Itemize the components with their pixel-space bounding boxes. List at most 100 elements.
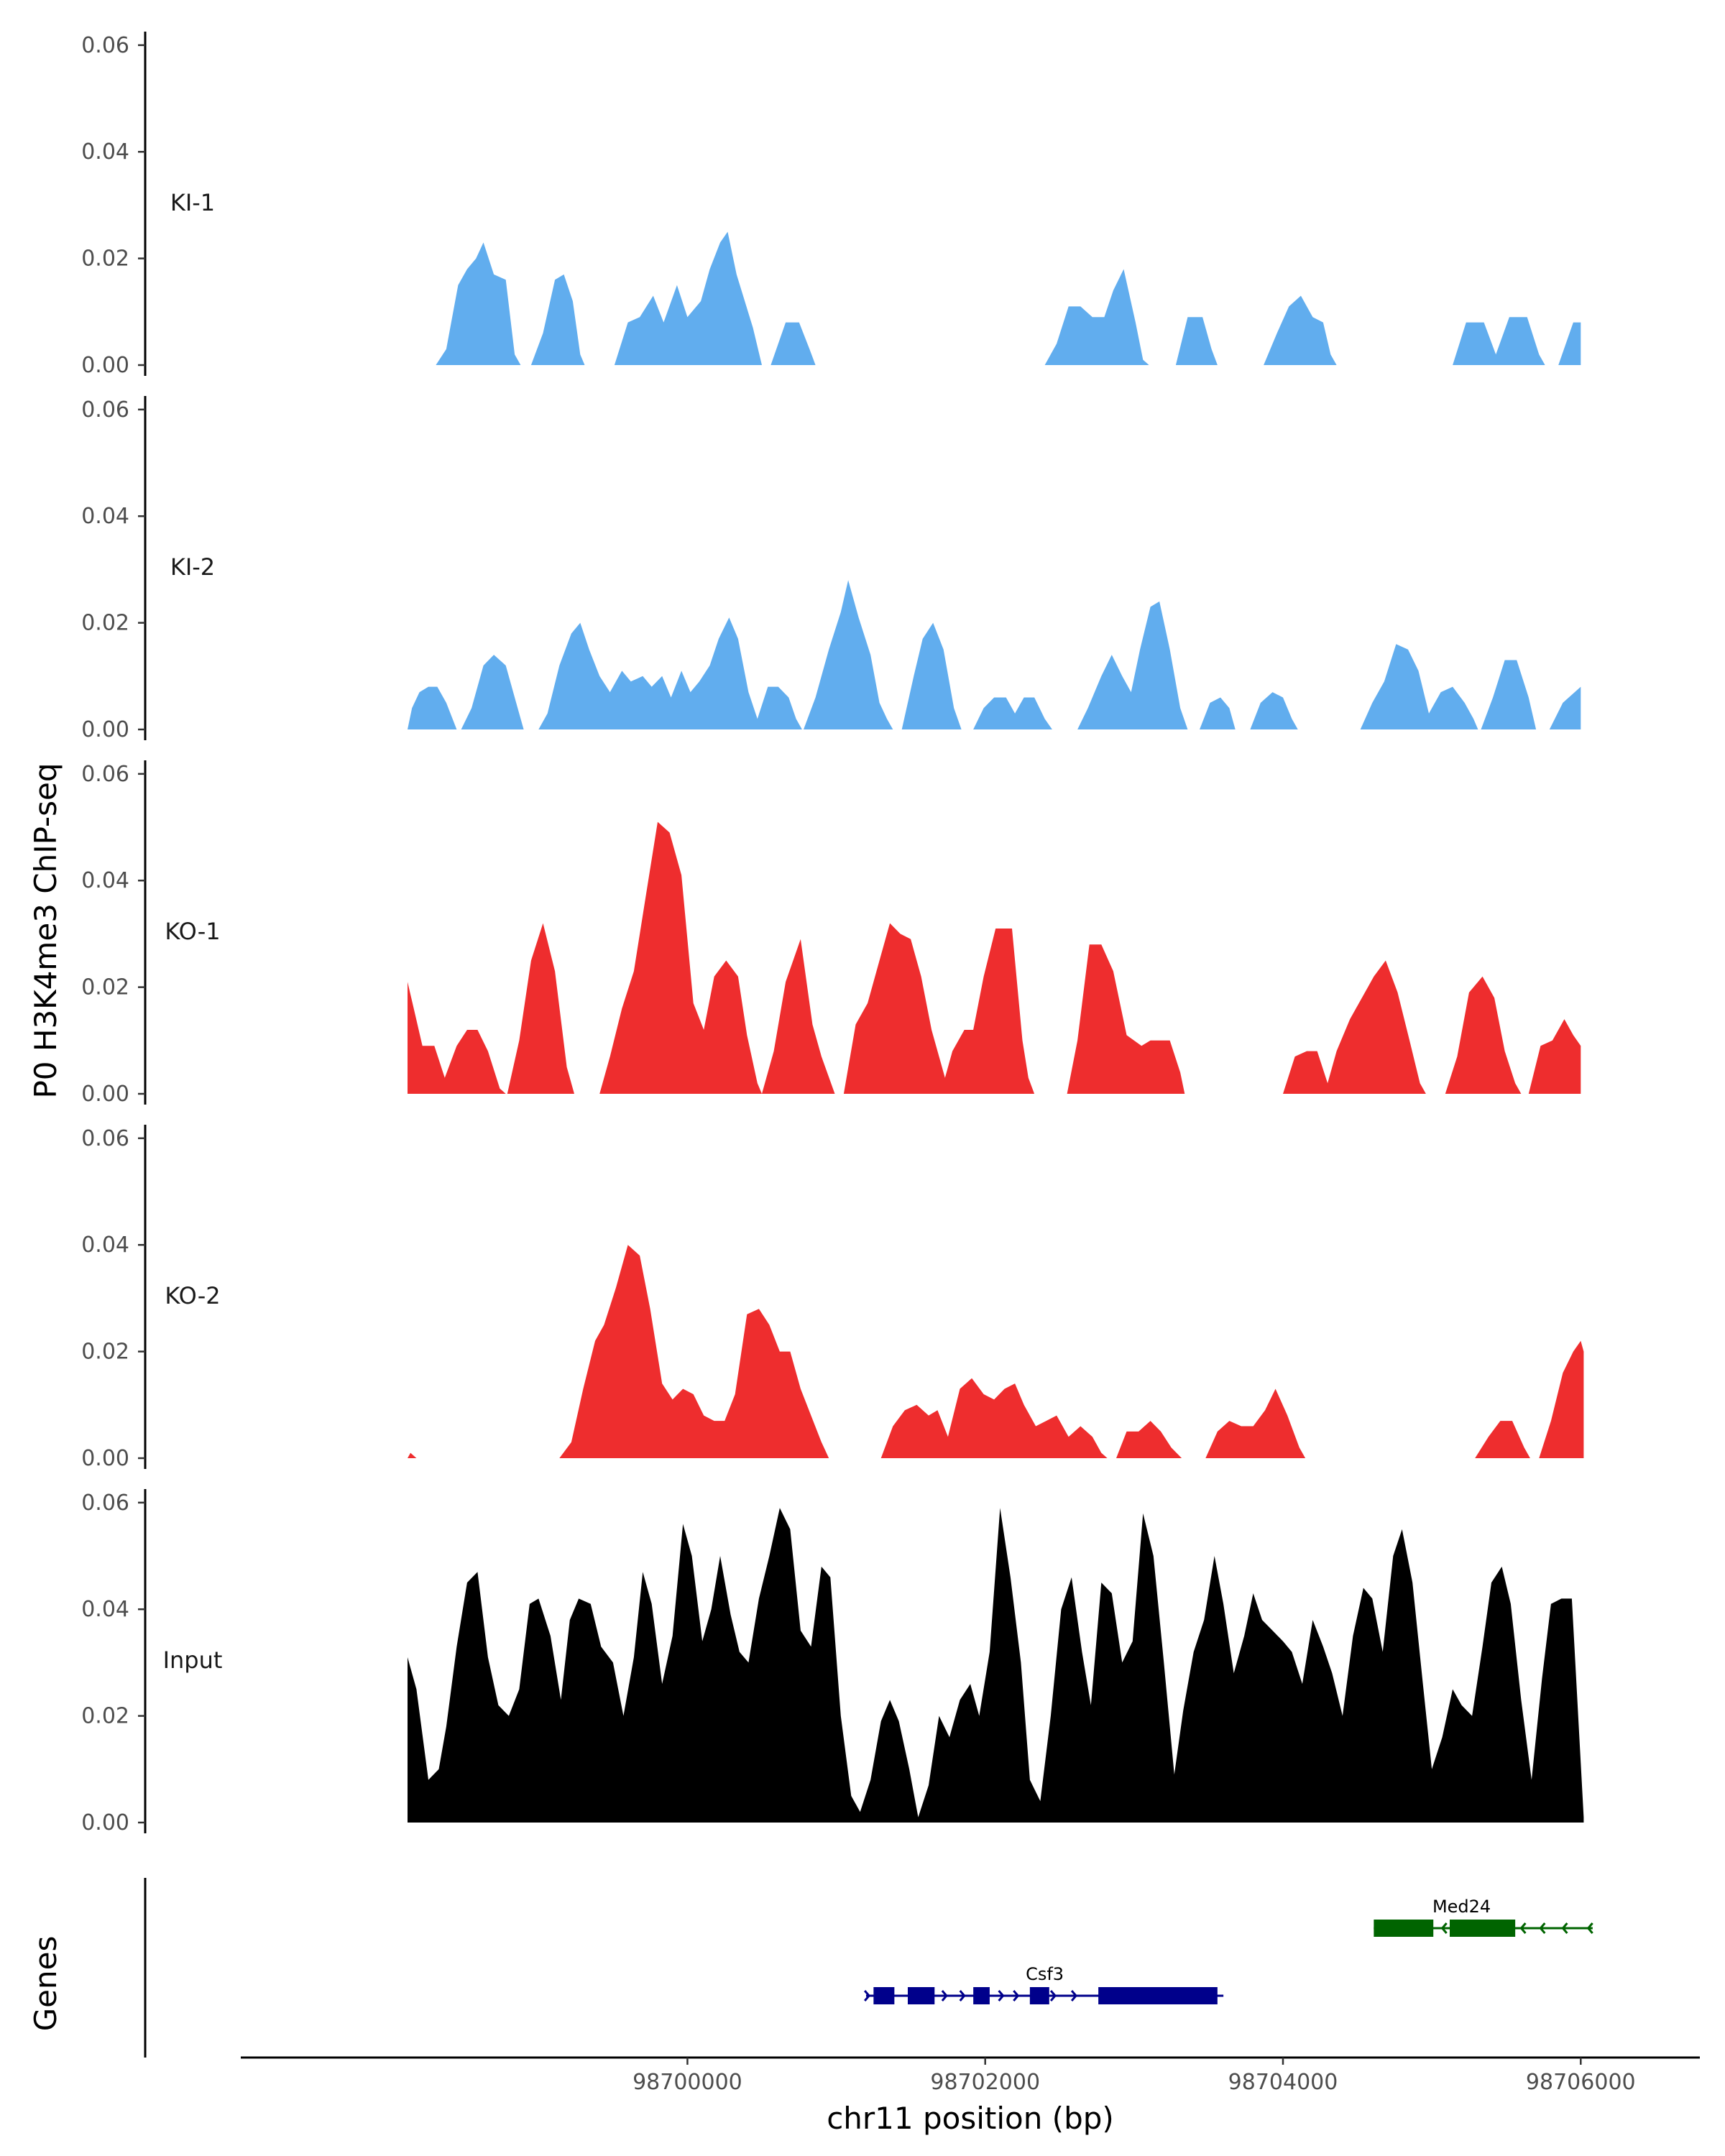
y-tick-label: 0.04: [81, 139, 129, 165]
coverage-peak: [461, 655, 524, 729]
y-tick-label: 0.06: [81, 33, 129, 58]
coverage-peak: [880, 1378, 1108, 1458]
y-tick-label: 0.02: [81, 611, 129, 636]
x-tick-label: 98706000: [1526, 2070, 1636, 2095]
y-tick-label: 0.04: [81, 504, 129, 529]
coverage-peak: [770, 322, 816, 365]
coverage-peak: [1283, 960, 1426, 1094]
strand-arrow: [1539, 1922, 1546, 1934]
track-ki-1: 0.00 0.02 0.04 0.06 KI-1: [81, 32, 1581, 378]
gene-exon: [973, 1987, 990, 2004]
gene-exon: [1374, 1920, 1434, 1937]
coverage-peak: [1250, 692, 1298, 729]
y-tick-label: 0.06: [81, 1491, 129, 1516]
gene-exon: [1098, 1987, 1218, 2004]
coverage-peak: [408, 686, 457, 729]
coverage-peak: [599, 821, 762, 1094]
strand-arrow: [864, 1990, 871, 2001]
track-ko-2: 0.00 0.02 0.04 0.06 KO-2: [81, 1125, 1584, 1471]
track-input: 0.00 0.02 0.04 0.06 Input: [81, 1489, 1584, 1835]
gene-label: Csf3: [1026, 1964, 1064, 1984]
coverage-peak: [559, 1245, 829, 1458]
strand-arrow: [1440, 1922, 1448, 1934]
x-axis-title: chr11 position (bp): [827, 2101, 1114, 2136]
strand-arrow: [1586, 1922, 1593, 1934]
track-ki-2: 0.00 0.02 0.04 0.06 KI-2: [81, 396, 1581, 742]
coverage-peak: [1205, 1388, 1306, 1458]
coverage-peak: [762, 939, 835, 1094]
track-label: Input: [163, 1646, 223, 1674]
gene-exon: [1450, 1920, 1516, 1937]
y-tick-label: 0.00: [81, 1082, 129, 1107]
x-tick-label: 98702000: [930, 2070, 1040, 2095]
strand-arrow: [1070, 1990, 1078, 2001]
coverage-peak: [538, 617, 802, 729]
gene-csf3: Csf3: [864, 1964, 1224, 2004]
strand-arrow: [928, 1990, 935, 2001]
x-tick-label: 98704000: [1228, 2070, 1338, 2095]
coverage-peak: [1445, 976, 1522, 1094]
gene-label: Med24: [1432, 1897, 1491, 1917]
coverage-peak: [804, 580, 893, 729]
gene-exon: [873, 1987, 895, 2004]
y-tick-label: 0.00: [81, 1810, 129, 1835]
coverage-peak: [843, 923, 1035, 1094]
coverage-peak: [1475, 1421, 1530, 1458]
strand-arrow: [1049, 1990, 1057, 2001]
gene-exon: [1029, 1987, 1049, 2004]
y-tick-label: 0.06: [81, 762, 129, 787]
coverage-peak: [1453, 317, 1545, 365]
y-tick-label: 0.00: [81, 353, 129, 378]
strand-arrow: [959, 1990, 966, 2001]
y-tick-label: 0.04: [81, 1233, 129, 1258]
y-tick-label: 0.00: [81, 1446, 129, 1471]
coverage-peak: [1549, 686, 1581, 729]
coverage-peak: [530, 274, 585, 365]
track-label: KI-1: [170, 189, 215, 216]
coverage-peak: [973, 697, 1052, 729]
strand-arrow: [998, 1990, 1005, 2001]
strand-arrow: [1013, 1990, 1020, 2001]
coverage-peak: [1528, 1019, 1581, 1094]
coverage-peak: [901, 622, 962, 729]
y-tick-label: 0.04: [81, 868, 129, 893]
coverage-peak: [1264, 295, 1337, 365]
gene-annotation-panel: Csf3 Med24: [144, 1878, 1593, 2058]
coverage-peak: [1175, 317, 1218, 365]
coverage-peak: [1044, 269, 1149, 365]
y-axis-title: P0 H3K4me3 ChIP-seq: [28, 763, 63, 1098]
coverage-peak: [1360, 644, 1478, 729]
strand-arrow: [1561, 1922, 1568, 1934]
x-axis: 98700000 98702000 98704000 98706000: [241, 2056, 1700, 2095]
y-tick-label: 0.04: [81, 1597, 129, 1622]
y-tick-label: 0.02: [81, 1340, 129, 1365]
x-tick-label: 98700000: [632, 2070, 742, 2095]
coverage-peak: [1077, 601, 1188, 729]
track-label: KO-1: [165, 918, 220, 945]
strand-arrow: [941, 1990, 948, 2001]
y-tick-label: 0.02: [81, 975, 129, 1000]
y-tick-label: 0.02: [81, 247, 129, 272]
coverage-peak: [408, 1452, 417, 1458]
genes-axis-title: Genes: [28, 1936, 63, 2032]
coverage-peak: [1539, 1340, 1584, 1458]
y-tick-label: 0.02: [81, 1704, 129, 1729]
coverage-peak: [507, 923, 574, 1094]
coverage-peak: [408, 1508, 1584, 1823]
y-tick-label: 0.06: [81, 397, 129, 423]
track-label: KI-2: [170, 553, 215, 581]
coverage-tracks: 0.00 0.02 0.04 0.06 KI-1 0.00 0.02 0.04 0.06 KI-2…: [81, 32, 1584, 1835]
track-ko-1: 0.00 0.02 0.04 0.06 KO-1: [81, 760, 1581, 1107]
track-label: KO-2: [165, 1282, 220, 1309]
y-tick-label: 0.06: [81, 1126, 129, 1151]
coverage-peak: [1481, 660, 1537, 729]
coverage-peak: [408, 982, 506, 1094]
strand-arrow: [1519, 1922, 1527, 1934]
coverage-peak: [436, 242, 521, 365]
coverage-peak: [1558, 322, 1581, 365]
gene-exon: [908, 1987, 935, 2004]
coverage-peak: [1200, 697, 1236, 729]
coverage-peak: [614, 231, 762, 365]
coverage-peak: [1067, 944, 1185, 1094]
